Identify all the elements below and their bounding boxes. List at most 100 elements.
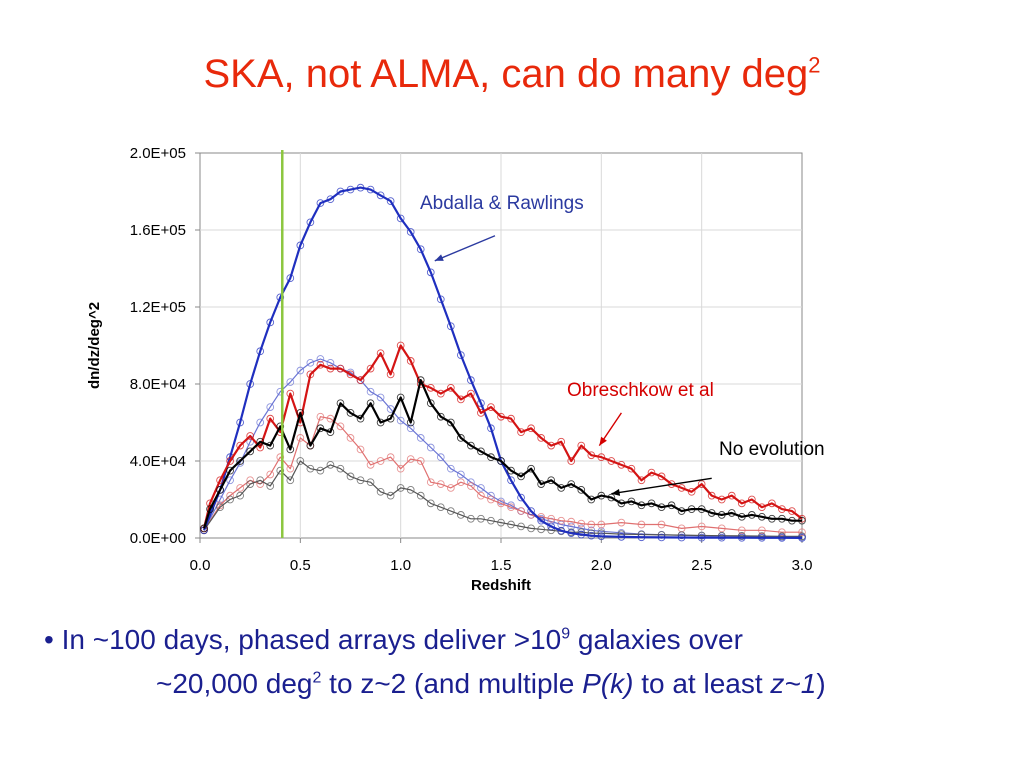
series-point-2 bbox=[507, 466, 515, 475]
series-point-3 bbox=[296, 366, 305, 375]
series-point-0 bbox=[326, 195, 335, 204]
series-point-0 bbox=[306, 218, 315, 227]
series-point-3 bbox=[497, 497, 505, 506]
series-point-2 bbox=[336, 399, 345, 408]
series-point-1 bbox=[567, 457, 576, 465]
series-point-4 bbox=[798, 528, 806, 537]
series-point-0 bbox=[517, 493, 525, 502]
series-point-1 bbox=[406, 357, 415, 365]
series-point-1 bbox=[256, 443, 265, 452]
x-axis-label: Redshift bbox=[471, 577, 531, 594]
annotation-arrow bbox=[611, 477, 712, 495]
bullet-line2-pk: P(k) bbox=[582, 668, 634, 699]
series-point-2 bbox=[457, 434, 465, 442]
y-tick-label: 1.6E+05 bbox=[130, 222, 186, 239]
series-point-0 bbox=[416, 245, 425, 254]
series-point-0 bbox=[597, 532, 606, 541]
series-point-0 bbox=[346, 185, 355, 194]
series-point-0 bbox=[637, 533, 646, 542]
series-point-5 bbox=[216, 503, 224, 512]
series-point-2 bbox=[386, 414, 395, 423]
series-point-0 bbox=[286, 274, 295, 282]
series-point-3 bbox=[507, 501, 515, 510]
series-point-1 bbox=[627, 464, 636, 473]
series-point-2 bbox=[717, 511, 726, 519]
series-point-1 bbox=[356, 376, 365, 385]
series-point-3 bbox=[477, 484, 485, 492]
series-point-2 bbox=[226, 466, 234, 475]
series-point-2 bbox=[747, 511, 756, 519]
series-point-5 bbox=[366, 478, 375, 487]
series-point-0 bbox=[547, 522, 556, 531]
series-point-4 bbox=[446, 484, 455, 492]
series-point-5 bbox=[416, 491, 425, 500]
series-point-1 bbox=[527, 424, 535, 433]
series-point-2 bbox=[697, 505, 706, 513]
series-point-4 bbox=[467, 482, 475, 490]
series-point-2 bbox=[256, 437, 265, 446]
series-point-2 bbox=[607, 493, 616, 502]
series-point-2 bbox=[517, 472, 525, 481]
series-point-5 bbox=[256, 476, 265, 485]
series-point-0 bbox=[617, 532, 626, 541]
series-point-2 bbox=[647, 499, 656, 508]
annotation-arrowhead bbox=[434, 254, 444, 261]
y-tick-label: 4.0E+04 bbox=[130, 453, 186, 470]
series-point-4 bbox=[406, 455, 415, 463]
series-point-1 bbox=[226, 457, 234, 465]
series-point-1 bbox=[446, 384, 455, 392]
bullet-line1-sup: 9 bbox=[561, 625, 571, 643]
series-point-0 bbox=[457, 351, 465, 359]
series-point-1 bbox=[266, 414, 275, 423]
series-point-2 bbox=[727, 509, 736, 517]
series-point-1 bbox=[547, 441, 556, 450]
x-tick-label: 1.0 bbox=[390, 557, 411, 574]
series-point-0 bbox=[557, 526, 566, 535]
series-point-2 bbox=[306, 441, 315, 450]
series-point-0 bbox=[537, 516, 545, 525]
series-point-5 bbox=[697, 531, 706, 540]
series-point-0 bbox=[527, 507, 535, 515]
series-point-3 bbox=[366, 387, 375, 396]
series-point-5 bbox=[457, 511, 465, 519]
series-point-5 bbox=[446, 507, 455, 515]
series-point-1 bbox=[557, 437, 566, 446]
series-point-4 bbox=[457, 478, 465, 487]
series-point-2 bbox=[788, 516, 796, 525]
series-point-5 bbox=[507, 520, 515, 529]
series-point-1 bbox=[617, 461, 626, 469]
series-point-2 bbox=[687, 505, 696, 513]
series-point-4 bbox=[336, 422, 345, 431]
series-point-2 bbox=[296, 409, 305, 417]
series-point-1 bbox=[737, 499, 746, 508]
series-point-4 bbox=[637, 520, 646, 529]
series-point-1 bbox=[507, 414, 515, 423]
series-point-0 bbox=[246, 380, 255, 388]
series-point-0 bbox=[487, 424, 495, 433]
series-point-1 bbox=[758, 503, 766, 512]
series-point-0 bbox=[426, 268, 435, 277]
series-point-1 bbox=[788, 507, 796, 515]
series-point-0 bbox=[276, 293, 285, 302]
series-point-0 bbox=[436, 295, 445, 304]
series-point-1 bbox=[286, 389, 295, 398]
series-point-3 bbox=[416, 434, 425, 442]
series-point-3 bbox=[406, 424, 415, 433]
series-point-4 bbox=[346, 434, 355, 442]
series-point-4 bbox=[717, 524, 726, 533]
y-tick-label: 2.0E+05 bbox=[130, 145, 186, 162]
series-point-0 bbox=[737, 533, 746, 542]
series-point-4 bbox=[436, 480, 445, 488]
series-point-0 bbox=[507, 476, 515, 485]
series-point-2 bbox=[446, 418, 455, 427]
bullet-line1-a: In ~100 days, phased arrays deliver >10 bbox=[61, 624, 562, 655]
series-point-2 bbox=[707, 509, 716, 517]
series-point-5 bbox=[537, 525, 545, 534]
series-point-4 bbox=[236, 484, 244, 492]
series-point-0 bbox=[446, 322, 455, 331]
series-point-4 bbox=[758, 526, 766, 535]
slide-title-text: SKA, not ALMA, can do many deg bbox=[203, 52, 809, 96]
annotation-arrow bbox=[434, 235, 496, 262]
series-point-4 bbox=[316, 412, 325, 421]
series-point-5 bbox=[717, 531, 726, 540]
